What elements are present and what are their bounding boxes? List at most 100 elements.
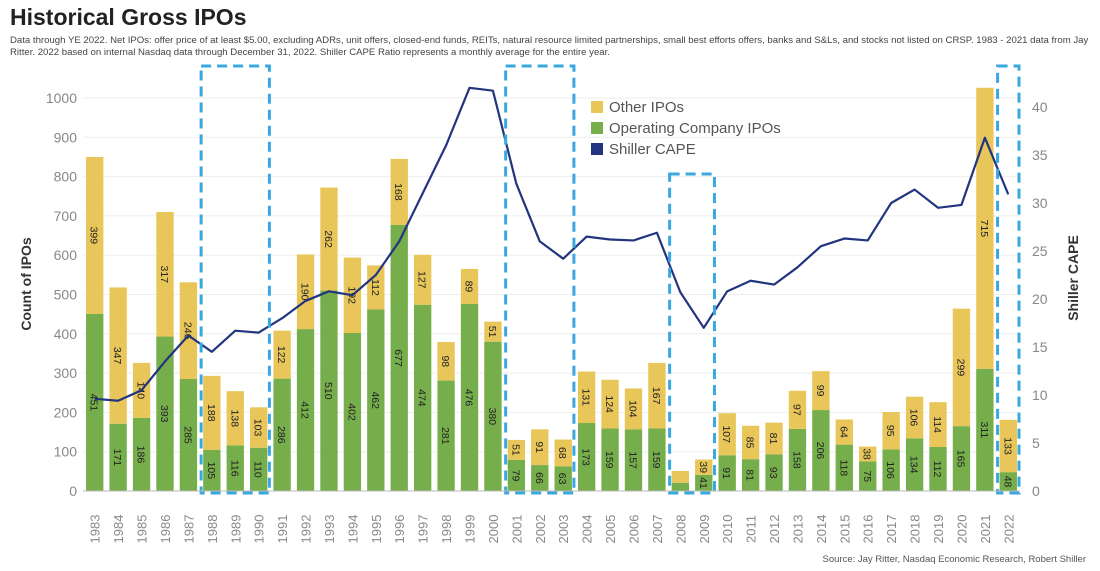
bar-operating [226,445,244,491]
x-tick-label: 2011 [744,515,759,543]
bar-label-operating: 380 [486,408,498,426]
bar-other [577,371,596,424]
bar-label-operating: 173 [580,448,592,466]
bar-label-other: 399 [88,227,100,245]
cape-series-line [94,86,1010,402]
bar-other [531,429,549,466]
x-tick-label: 2014 [814,515,829,544]
y2-tick-label: 35 [1032,147,1048,163]
bar-label-other: 167 [650,387,662,405]
bar-label-operating: 75 [861,470,873,482]
y-tick-label: 0 [69,483,77,499]
bar-other [671,470,690,483]
x-tick-label: 1999 [463,515,478,544]
bar-label-other: 99 [814,385,826,397]
bar-operating [320,290,338,491]
bar-other [718,413,736,456]
bar-operating [624,429,643,491]
x-tick-label: 1987 [181,515,196,544]
bar-operating [882,449,900,491]
bar-label-other: 715 [978,220,990,238]
bar-other [273,330,291,379]
x-tick-label: 2003 [556,515,571,544]
bar-label-operating: 93 [767,467,779,479]
bar-other [296,254,315,330]
x-tick-label: 2015 [837,515,852,544]
x-tick-label: 1992 [299,515,314,544]
bar-other [554,439,572,467]
bar-operating [648,428,666,491]
bar-label-operating: 159 [650,451,662,469]
bar-label-other: 38 [861,448,873,460]
y-tick-label: 900 [54,129,78,145]
bar-other [882,412,900,450]
bar-operating [179,378,198,491]
bar-label-other: 64 [837,426,849,438]
bar-label-other: 95 [884,425,896,437]
bar-other [812,371,830,411]
bar-labels: 4513991713471861403933172852461051881161… [88,183,1014,489]
bar-label-other: 299 [954,359,966,377]
x-tick-label: 2000 [486,515,501,544]
bar-label-other: 188 [205,404,217,422]
bar-operating [929,446,947,491]
bar-label-operating: 66 [533,472,545,484]
bar-label-operating: 286 [275,426,287,444]
y2-tick-label: 15 [1032,339,1048,355]
x-tick-label: 2018 [908,515,923,544]
y-tick-label: 1000 [46,90,77,106]
x-tick-label: 1996 [392,515,407,544]
bar-other [460,268,479,304]
bar-label-operating: 285 [181,426,193,444]
y2-tick-label: 40 [1032,99,1048,115]
x-tick-label: 2007 [650,515,665,544]
bar-operating [741,459,760,491]
bar-label-operating: 159 [603,451,615,469]
bar-other [905,396,924,439]
bar-operating [952,426,971,491]
bar-other [86,156,104,314]
x-tick-label: 2017 [884,515,899,544]
bar-label-other: 97 [790,404,802,416]
y-tick-label: 100 [54,444,78,460]
bar-operating [554,466,572,491]
bar-other [367,265,385,310]
bar-label-operating: 451 [88,394,100,412]
y-tick-label: 600 [54,247,78,263]
bar-label-operating: 110 [252,461,264,478]
bar-other [859,446,877,462]
bar-operating [765,454,783,491]
bar-label-other: 168 [392,183,404,201]
bar-label-operating: 79 [509,470,521,482]
bar-label-operating: 63 [556,473,568,485]
legend-item-operating-swatch [591,122,603,134]
legend-item-cape-label: Shiller CAPE [609,141,696,158]
bar-label-other: 138 [228,410,240,428]
bar-operating [484,341,502,491]
bar-operating [999,472,1017,491]
bar-label-operating: 677 [392,349,404,367]
bar-label-other: 104 [626,400,638,418]
bar-operating [835,444,853,491]
bar-label-operating: 171 [111,449,123,467]
bar-operating [718,455,736,491]
y-axis-right: 0 5 10 15 20 25 30 35 40 [1032,99,1048,499]
bar-other [624,388,643,430]
bar-label-other: 103 [252,419,264,437]
bar-label-operating: 106 [884,461,896,479]
bar-operating [531,465,549,491]
bar-operating [695,474,713,491]
y-axis-left-title: Count of IPOs [18,237,34,331]
bar-other [390,158,408,225]
x-tick-label: 1997 [416,515,431,544]
bar-other [952,308,971,427]
bar-label-other: 91 [533,441,545,453]
bar-label-other: 133 [1001,437,1013,455]
bar-operating [905,438,924,491]
y-tick-label: 200 [54,404,78,420]
bar-operating [296,329,315,491]
bar-other [226,391,244,446]
bar-label-operating: 91 [720,467,732,479]
y-tick-label: 300 [54,365,78,381]
